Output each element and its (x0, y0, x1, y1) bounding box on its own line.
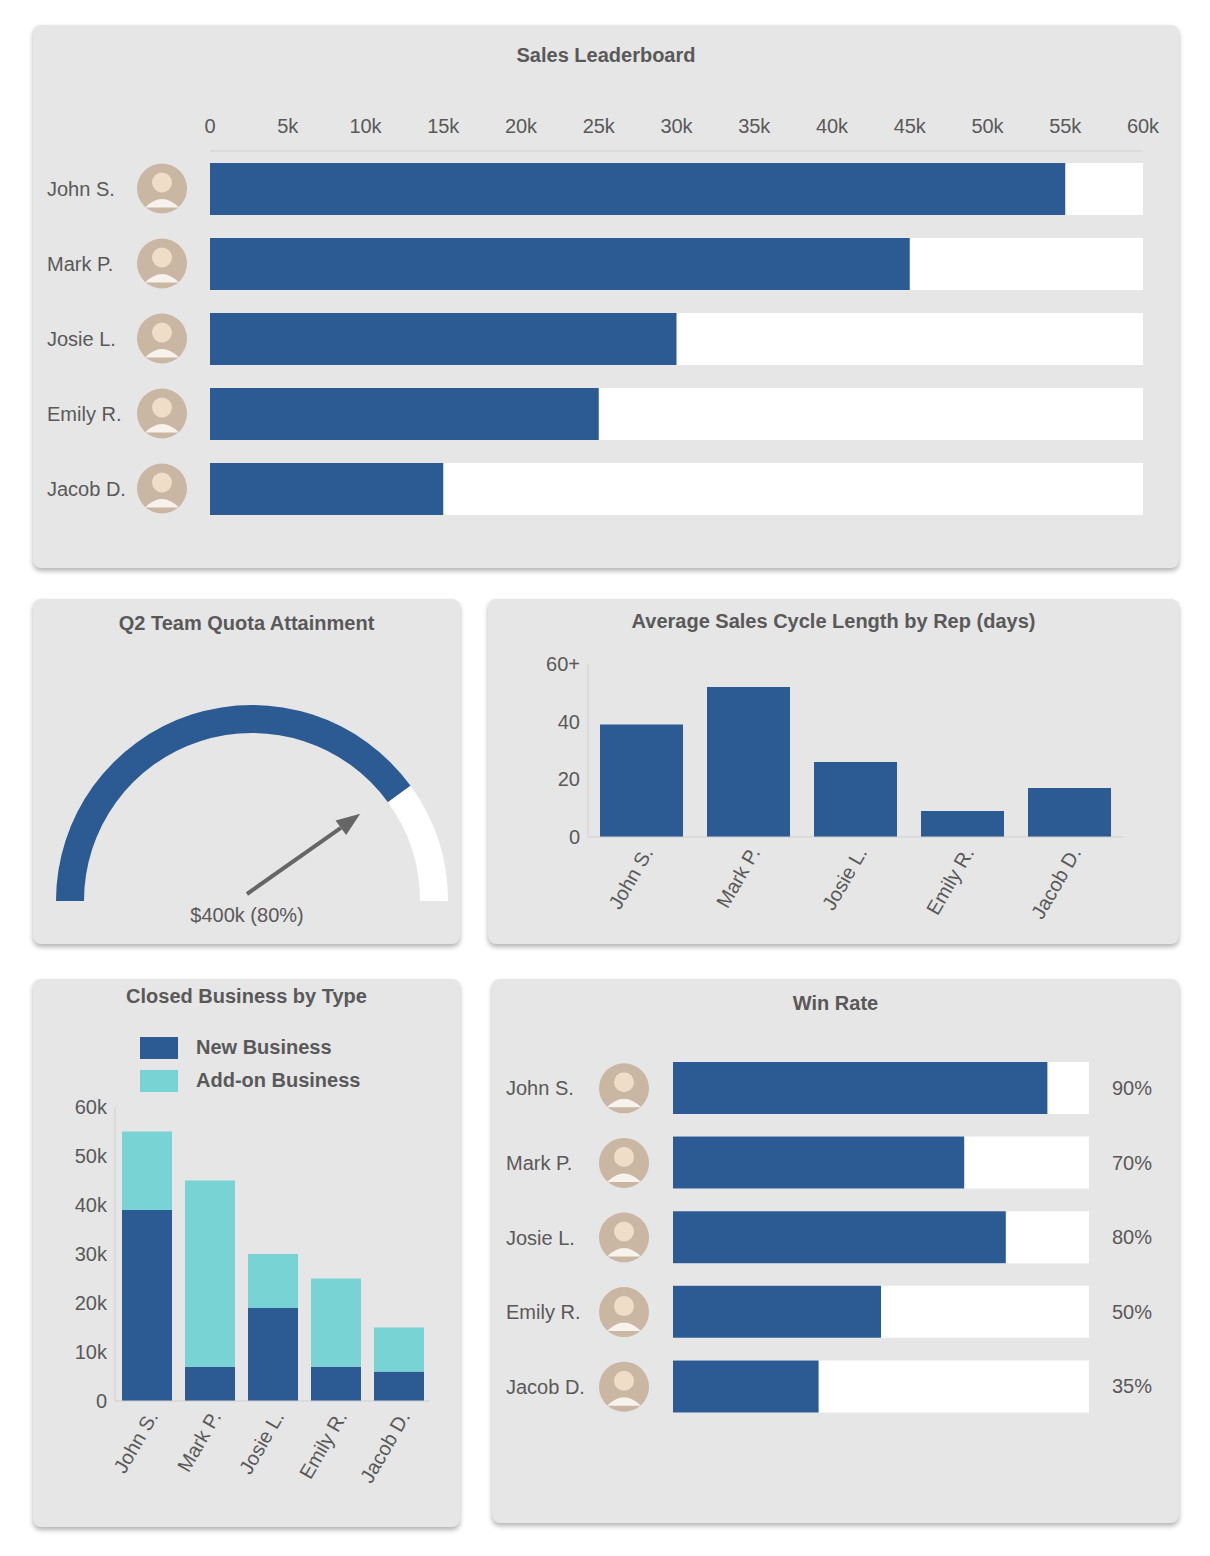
svg-text:60+: 60+ (546, 654, 580, 675)
svg-text:John S.: John S. (47, 178, 115, 200)
html-text:Average Sales Cycle Length by: Average Sales Cycle Length by Rep (days) (631, 610, 1036, 632)
svg-text:10k: 10k (75, 1341, 108, 1363)
svg-text:30k: 30k (660, 115, 693, 137)
svg-text:5k: 5k (277, 115, 299, 137)
svg-text:0: 0 (569, 826, 580, 848)
svg-text:Jacob D.: Jacob D. (356, 1407, 415, 1486)
svg-text:40k: 40k (816, 115, 849, 137)
svg-text:55k: 55k (1049, 115, 1082, 137)
svg-text:35%: 35% (1112, 1375, 1152, 1397)
svg-text:70%: 70% (1112, 1152, 1152, 1174)
html-text:Q2 Team Quota Attainment: Q2 Team Quota Attainment (118, 612, 375, 634)
html-text:Add-on Business: Add-on Business (196, 1069, 361, 1091)
svg-text:Emily R.: Emily R. (47, 403, 121, 425)
svg-text:20k: 20k (505, 115, 538, 137)
html-text:New Business: New Business (196, 1036, 332, 1058)
svg-text:60k: 60k (75, 1097, 108, 1118)
svg-text:50k: 50k (971, 115, 1004, 137)
svg-text:20: 20 (558, 768, 580, 790)
svg-text:45k: 45k (894, 115, 927, 137)
svg-text:Josie L.: Josie L. (506, 1227, 575, 1249)
svg-text:50k: 50k (75, 1145, 108, 1167)
svg-text:Jacob D.: Jacob D. (47, 478, 126, 500)
html-text:Sales Leaderboard: Sales Leaderboard (516, 44, 696, 66)
svg-text:60k: 60k (1127, 115, 1160, 137)
svg-text:40: 40 (558, 711, 580, 733)
svg-text:Emily R.: Emily R. (922, 843, 978, 918)
svg-text:Mark P.: Mark P. (173, 1407, 225, 1475)
svg-text:Josie L.: Josie L. (818, 843, 872, 914)
svg-text:0: 0 (96, 1390, 107, 1412)
svg-text:35k: 35k (738, 115, 771, 137)
svg-text:20k: 20k (75, 1292, 108, 1314)
svg-text:15k: 15k (427, 115, 460, 137)
svg-text:90%: 90% (1112, 1077, 1152, 1099)
svg-text:Jacob D.: Jacob D. (506, 1376, 585, 1398)
svg-text:John S.: John S. (109, 1407, 162, 1477)
svg-text:$400k (80%): $400k (80%) (190, 904, 303, 926)
svg-text:80%: 80% (1112, 1226, 1152, 1248)
svg-text:Jacob D.: Jacob D. (1027, 843, 1086, 922)
html-text:Closed Business by Type: Closed Business by Type (126, 985, 367, 1007)
svg-text:John S.: John S. (506, 1077, 574, 1099)
svg-text:0: 0 (204, 115, 215, 137)
svg-text:Emily R.: Emily R. (506, 1301, 580, 1323)
svg-text:Mark P.: Mark P. (712, 843, 764, 911)
svg-text:40k: 40k (75, 1194, 108, 1216)
svg-text:Josie L.: Josie L. (235, 1407, 289, 1478)
svg-text:Mark P.: Mark P. (47, 253, 113, 275)
svg-text:Josie L.: Josie L. (47, 328, 116, 350)
svg-text:Mark P.: Mark P. (506, 1152, 572, 1174)
html-text:Win Rate: Win Rate (792, 992, 879, 1014)
svg-text:10k: 10k (349, 115, 382, 137)
svg-text:25k: 25k (583, 115, 616, 137)
svg-text:30k: 30k (75, 1243, 108, 1265)
svg-text:John S.: John S. (604, 843, 657, 913)
svg-text:50%: 50% (1112, 1301, 1152, 1323)
svg-text:Emily R.: Emily R. (295, 1407, 351, 1482)
